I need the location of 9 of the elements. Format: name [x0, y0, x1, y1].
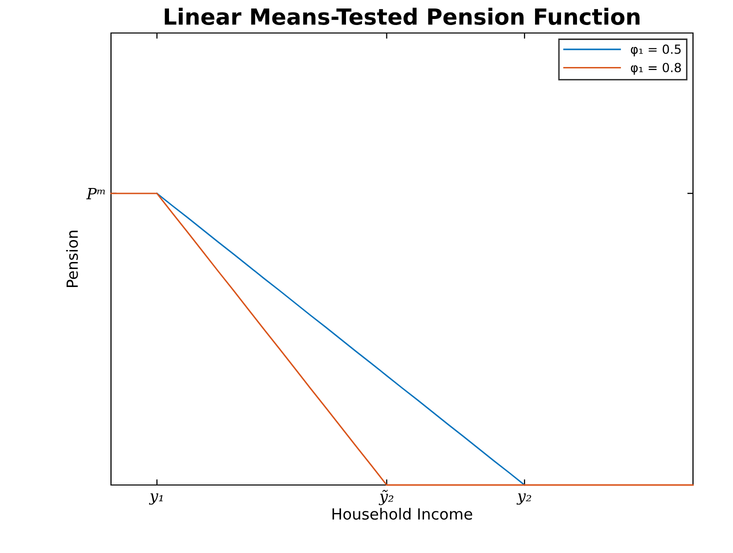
- x-axis-title: Household Income: [332, 508, 472, 520]
- x-tick-label: y₂: [516, 493, 532, 505]
- chart-title: Linear Means-Tested Pension Function: [164, 8, 640, 25]
- legend-label: φ₁ = 0.5: [630, 44, 681, 56]
- x-tick-label: ỹ₂: [378, 490, 394, 506]
- x-tick-label: y₁: [149, 493, 163, 505]
- y-axis-title: Pension: [66, 230, 78, 287]
- legend-label: φ₁ = 0.8: [630, 62, 681, 75]
- text: Pᵐ: [86, 188, 105, 200]
